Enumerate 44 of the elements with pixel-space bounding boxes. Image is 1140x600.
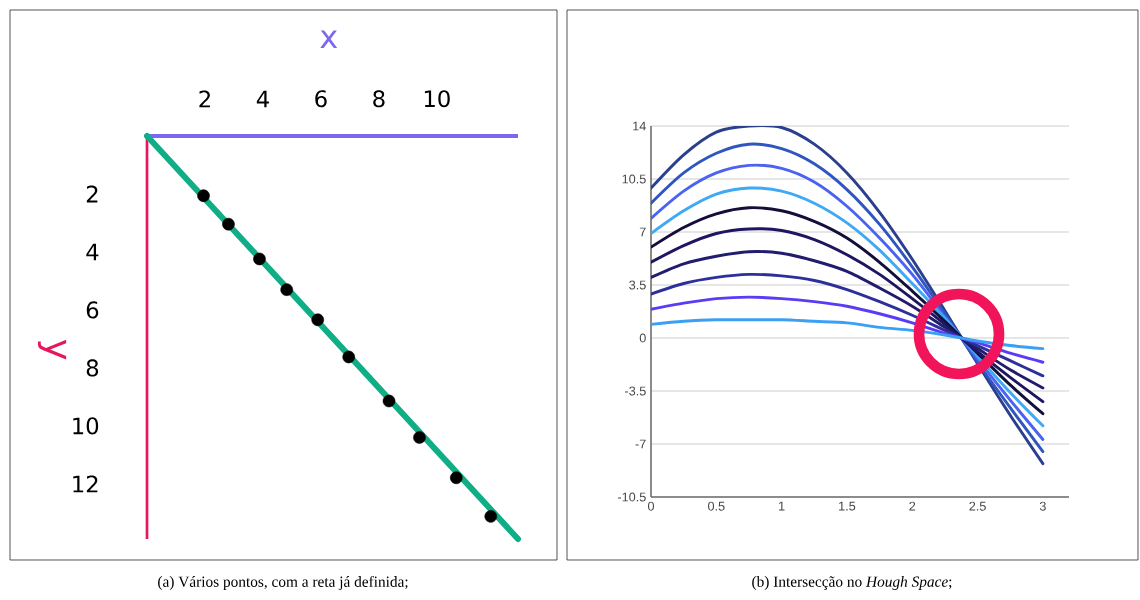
line-series (651, 250, 1045, 390)
y-tick-label: 14 (633, 121, 646, 131)
point (342, 350, 355, 364)
y-tick-label: 6 (86, 301, 99, 319)
line-series (651, 318, 1045, 351)
y-axis-title: y (37, 339, 67, 360)
text: (b) Intersecção no Hough Space; (752, 576, 952, 590)
x-tick-label: 1.5 (839, 501, 856, 511)
point (197, 189, 210, 202)
x-tick-label: 2 (199, 90, 210, 108)
point (253, 252, 266, 266)
point (222, 217, 235, 231)
point (484, 510, 498, 523)
y-tick-label: 0 (639, 333, 646, 343)
x-tick-label: 6 (315, 90, 327, 108)
line-series (651, 272, 1045, 378)
point (413, 431, 426, 444)
y-tick-label: 7 (639, 227, 646, 237)
x-tick-label: 0 (647, 501, 655, 511)
line-series (651, 227, 1045, 404)
x-axis-title: x (320, 30, 338, 49)
x-tick-label: 2.5 (969, 501, 986, 511)
point (311, 313, 324, 327)
x-tick-label: 2 (909, 501, 916, 511)
y-tick-label: -3.5 (625, 386, 646, 396)
text: (a) Vários pontos, com a reta já definida; (158, 575, 408, 591)
x-tick-label: 0.5 (708, 501, 725, 511)
y-tick-label: 3.5 (629, 280, 646, 290)
point (382, 394, 396, 408)
x-tick-label: 3 (1039, 501, 1046, 511)
y-tick-label: -10.5 (617, 492, 646, 502)
point (280, 283, 293, 296)
y-tick-label: 4 (86, 243, 99, 261)
y-tick-label: 8 (86, 359, 99, 377)
y-tick-label: -7 (635, 439, 646, 449)
y-tick-label: 12 (73, 475, 98, 493)
x-tick-label: 10 (424, 90, 450, 108)
x-tick-label: 8 (373, 90, 385, 108)
y-tick-label: 10 (73, 417, 99, 435)
x-tick-label: 4 (256, 90, 269, 108)
y-tick-label: 2 (86, 185, 98, 203)
x-tick-label: 1 (779, 501, 785, 511)
point (450, 471, 463, 485)
y-tick-label: 10.5 (622, 174, 646, 184)
